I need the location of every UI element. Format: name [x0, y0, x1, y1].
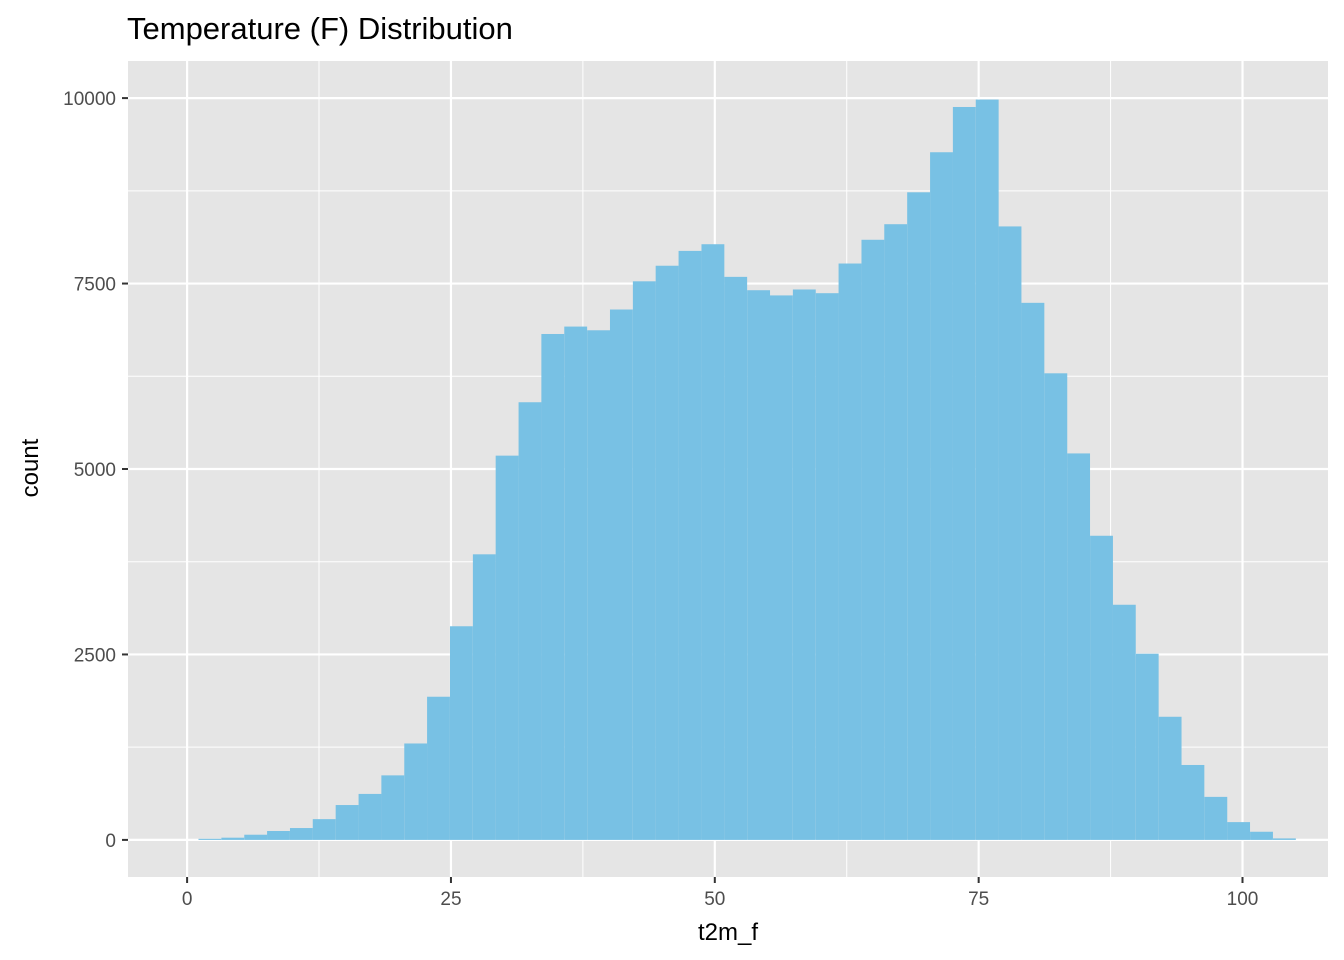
x-axis-ticks: 0 25 50 75 100 — [182, 877, 1259, 910]
histogram-bar — [861, 239, 885, 840]
histogram-bar — [289, 828, 313, 840]
y-tick-label: 5000 — [74, 460, 116, 481]
histogram-bar — [1272, 838, 1296, 840]
y-axis-title: count — [17, 438, 44, 497]
histogram-bar — [998, 226, 1022, 840]
histogram-bar — [404, 743, 428, 840]
histogram-bar — [198, 838, 222, 840]
histogram-bar — [632, 281, 656, 840]
histogram-bar — [769, 295, 793, 840]
histogram-bar — [541, 333, 565, 840]
histogram-bar — [678, 250, 702, 840]
histogram-bar — [1158, 716, 1182, 840]
histogram-bar — [335, 805, 359, 840]
histogram-bar — [1135, 653, 1159, 840]
histogram-bar — [907, 192, 931, 840]
histogram-bar — [427, 696, 450, 840]
histogram-bar — [701, 244, 725, 840]
histogram-bar — [815, 293, 839, 840]
histogram-bars — [198, 99, 1296, 840]
histogram-bar — [838, 263, 862, 840]
histogram-bar — [244, 834, 268, 840]
histogram-bar — [1044, 373, 1068, 840]
histogram-bar — [1227, 822, 1251, 840]
histogram-bar — [792, 289, 816, 840]
histogram-bar — [312, 819, 336, 840]
histogram-bar — [472, 554, 496, 840]
histogram-bar — [381, 775, 405, 840]
x-tick-label: 25 — [440, 889, 461, 910]
x-tick-label: 100 — [1227, 889, 1259, 910]
y-axis-ticks: 0 2500 5000 7500 10000 — [63, 89, 128, 852]
histogram-bar — [1021, 302, 1045, 840]
histogram-bar — [1090, 535, 1113, 840]
histogram-bar — [267, 831, 290, 840]
histogram-bar — [1204, 796, 1228, 840]
histogram-bar — [952, 106, 976, 840]
y-tick-label: 2500 — [74, 645, 116, 666]
histogram-bar — [358, 793, 382, 840]
x-axis-title: t2m_f — [698, 919, 758, 946]
histogram-bar — [1250, 831, 1273, 840]
histogram-bar — [587, 330, 611, 840]
histogram-bar — [495, 455, 519, 840]
y-tick-label: 7500 — [74, 275, 116, 296]
histogram-bar — [655, 265, 679, 840]
histogram-bar — [449, 626, 473, 840]
histogram-bar — [1112, 604, 1136, 840]
histogram-bar — [1181, 764, 1205, 840]
histogram-bar — [975, 99, 999, 840]
histogram-bar — [884, 224, 908, 840]
histogram-bar — [930, 152, 953, 840]
y-tick-label: 0 — [105, 831, 116, 852]
histogram-bar — [747, 290, 771, 840]
histogram-bar — [564, 326, 588, 840]
x-tick-label: 75 — [968, 889, 989, 910]
x-tick-label: 50 — [704, 889, 725, 910]
histogram-bar — [221, 837, 245, 840]
histogram-bar — [609, 309, 633, 840]
histogram-bar — [724, 276, 748, 840]
chart-title: Temperature (F) Distribution — [127, 11, 513, 46]
y-tick-label: 10000 — [63, 89, 116, 110]
x-tick-label: 0 — [182, 889, 193, 910]
histogram-bar — [518, 402, 542, 840]
histogram-bar — [1067, 453, 1091, 840]
